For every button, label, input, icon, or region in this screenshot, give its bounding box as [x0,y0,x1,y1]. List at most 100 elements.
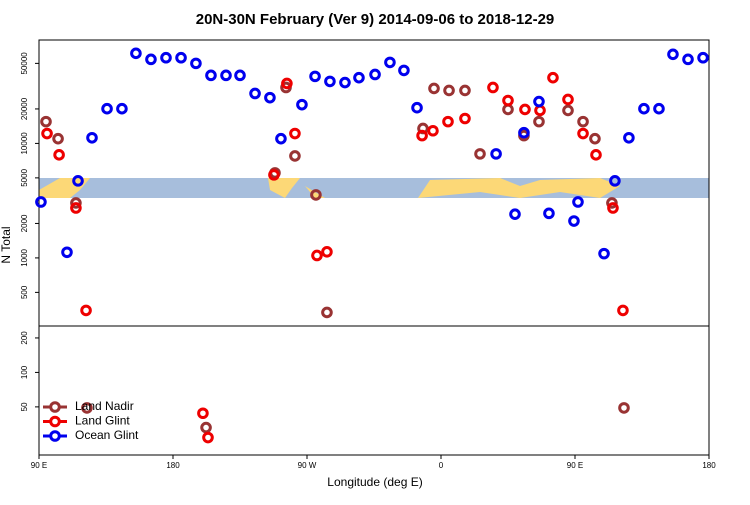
point [61,246,73,259]
point [474,148,486,160]
point [275,132,287,145]
y-tick-label: 5000 [20,168,29,186]
point [130,47,142,60]
point [324,75,336,88]
point [502,94,514,107]
point [487,81,499,94]
point [533,95,545,108]
point [205,69,217,82]
point [81,402,93,414]
point [200,421,212,434]
x-tick-label: 180 [702,461,716,470]
point [145,53,157,66]
land [418,178,620,198]
y-tick-label: 20000 [20,97,29,120]
point [309,70,321,83]
point [70,202,82,214]
point [321,246,333,258]
point [310,189,322,201]
point [353,71,365,84]
point [41,127,53,140]
land [268,178,300,198]
point [190,57,202,70]
legend-label: Land Glint [75,414,130,428]
point [427,124,439,137]
point [577,127,589,140]
point [175,51,187,64]
point [220,69,232,82]
point [490,148,502,160]
point [562,93,574,106]
point [86,131,98,144]
point [268,169,280,181]
point [617,304,629,317]
point [101,102,113,115]
point [311,249,323,262]
point [411,101,423,114]
point [606,197,618,209]
x-tick-label: 90 E [567,461,583,470]
point [281,77,293,90]
point [572,196,584,208]
point [518,126,530,139]
point [80,304,92,317]
x-axis-label: Longitude (deg E) [327,475,422,489]
point [543,207,555,220]
y-tick-label: 2000 [20,214,29,232]
y-tick-label: 1000 [20,248,29,266]
point [35,196,47,208]
point [289,127,301,140]
point [70,197,82,209]
point [197,407,209,420]
point [509,208,521,220]
point [40,115,52,128]
point [289,150,301,162]
legend-label: Ocean Glint [75,428,139,442]
point [53,149,65,161]
legend-marker [49,415,61,428]
land [39,178,90,198]
point [459,84,471,97]
x-tick-label: 90 W [298,461,317,470]
plot-frame [38,39,710,456]
point [442,115,454,128]
point [623,131,635,144]
point [72,175,84,187]
point [577,115,589,128]
chart-title: 20N-30N February (Ver 9) 2014-09-06 to 2… [196,11,555,28]
point [667,48,679,61]
y-tick-label: 200 [20,331,29,345]
point [160,51,172,64]
point [416,129,428,142]
point [384,56,396,69]
x-tick-label: 0 [439,461,444,470]
point [653,102,665,115]
point [589,132,601,145]
y-tick-label: 500 [20,285,29,299]
map-strip [39,178,709,198]
x-tick-label: 180 [166,461,180,470]
x-tick-label: 90 E [31,461,47,470]
point [607,202,619,214]
point [202,431,214,444]
legend-marker [49,430,61,442]
point [609,175,621,187]
point [459,112,471,125]
point [321,306,333,319]
point [638,102,650,115]
point [562,104,574,117]
point [264,91,276,104]
y-tick-label: 50000 [20,52,29,75]
point [398,64,410,77]
point [590,149,602,161]
point [249,87,261,100]
point [369,68,381,81]
point [618,402,630,414]
point [519,103,531,116]
point [697,51,709,64]
point [682,53,694,66]
legend-label: Land Nadir [75,399,134,413]
